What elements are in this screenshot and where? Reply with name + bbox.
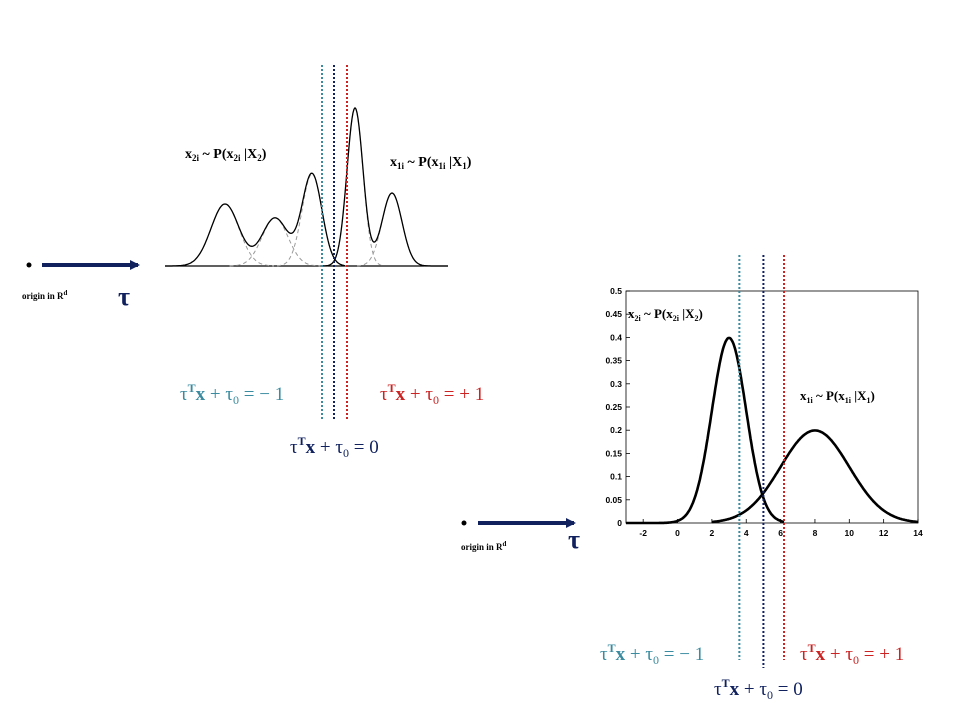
y-tick-label: 0.3 (610, 379, 622, 389)
bottom-label-x1: x1i ~ P(x1i |X1) (800, 388, 875, 405)
top-tau-symbol: τ (118, 282, 130, 311)
top-component-x2-2 (276, 173, 348, 267)
top-diagram: origin in Rd τ x2i ~ P(x2i |X2) x1i ~ P(… (22, 65, 484, 460)
x-tick-label: 2 (710, 528, 715, 538)
plot-frame (625, 290, 919, 524)
y-tick-label: 0.4 (610, 332, 622, 342)
top-eq-plus-one: τTx + τ0 = + 1 (380, 381, 484, 407)
x-tick-label: 4 (744, 528, 749, 538)
x-axis-ticks: -2 0 2 4 6 8 10 12 14 (639, 519, 923, 538)
x-tick-label: 8 (813, 528, 818, 538)
top-component-x2-0 (175, 203, 275, 267)
y-tick-label: 0.5 (610, 286, 622, 296)
top-label-x2: x2i ~ P(x2i |X2) (185, 147, 267, 163)
y-tick-label: 0.45 (605, 309, 622, 319)
top-origin-label: origin in Rd (22, 289, 68, 301)
top-mixture-curve-x2 (165, 172, 346, 267)
top-origin-dot (26, 262, 32, 268)
bottom-origin-dot (461, 520, 467, 526)
bottom-tau-symbol: τ (568, 525, 580, 554)
top-component-x2-1 (229, 217, 321, 267)
x-tick-label: 12 (879, 528, 889, 538)
bottom-origin-label: origin in Rd (461, 540, 507, 552)
y-tick-label: 0 (617, 518, 622, 528)
x-tick-label: -2 (639, 528, 647, 538)
bottom-eq-zero: τTx + τ0 = 0 (714, 676, 803, 702)
x-tick-label: 14 (913, 528, 923, 538)
series-x1-curve (711, 429, 919, 524)
series-x2-curve (626, 336, 785, 525)
bottom-label-x2: x2i ~ P(x2i |X2) (628, 306, 703, 323)
top-mixture-curve-x1 (321, 106, 448, 267)
bottom-eq-minus-one: τTx + τ0 = − 1 (600, 641, 704, 667)
x-tick-label: 6 (778, 528, 783, 538)
y-axis-ticks: 0 0.05 0.1 0.15 0.2 0.25 0.3 0.35 0.4 0.45 0.5 (605, 286, 630, 528)
x-tick-label: 0 (675, 528, 680, 538)
y-tick-label: 0.35 (605, 356, 622, 366)
top-eq-minus-one: τTx + τ0 = − 1 (180, 381, 284, 407)
top-component-curves (175, 107, 427, 267)
top-component-x1-1 (357, 192, 427, 267)
bottom-diagram: origin in Rd τ 0 0.05 0.1 0.15 0.2 0.25 0.3 0.3… (461, 255, 923, 702)
y-tick-label: 0.2 (610, 425, 622, 435)
y-tick-label: 0.1 (610, 472, 622, 482)
y-tick-label: 0.05 (605, 495, 622, 505)
y-tick-label: 0.15 (605, 448, 622, 458)
top-label-x1: x1i ~ P(x1i |X1) (390, 155, 472, 171)
bottom-eq-plus-one: τTx + τ0 = + 1 (800, 641, 904, 667)
x-tick-label: 10 (845, 528, 855, 538)
y-tick-label: 0.25 (605, 402, 622, 412)
top-eq-zero: τTx + τ0 = 0 (290, 434, 379, 460)
